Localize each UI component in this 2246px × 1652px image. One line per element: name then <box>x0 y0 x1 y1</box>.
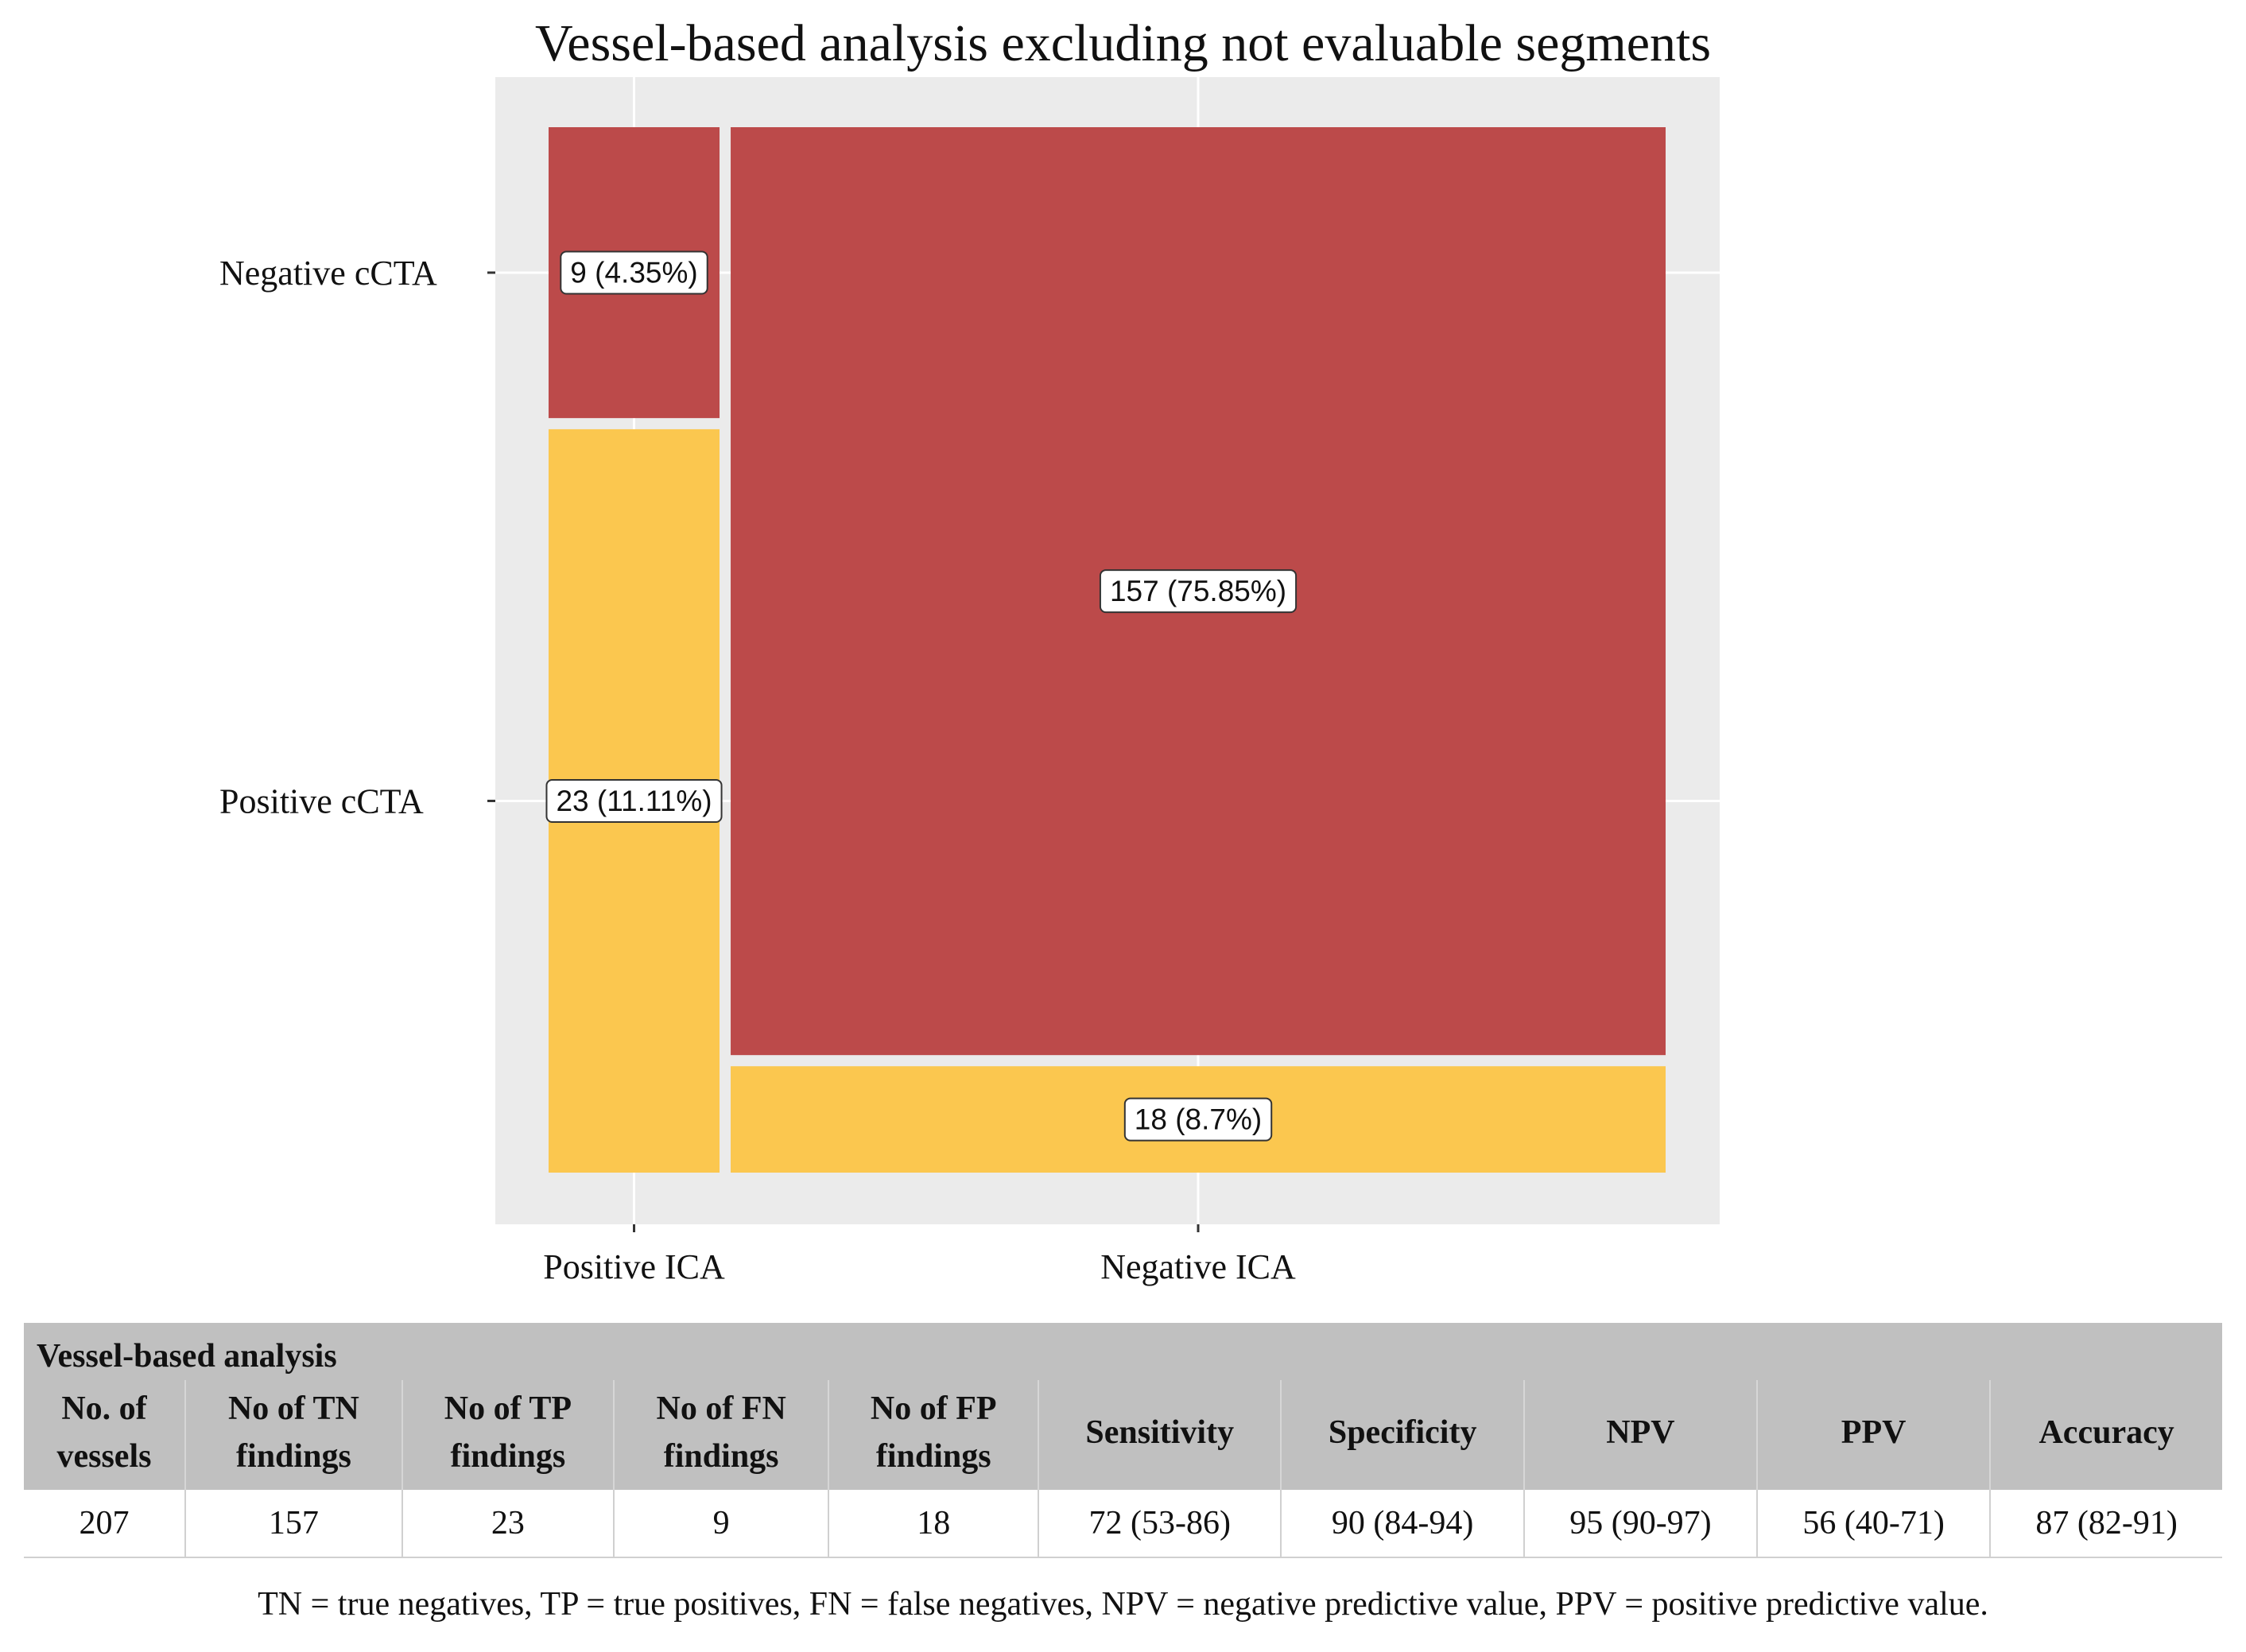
value-accuracy: 87 (82-91) <box>1989 1490 2222 1558</box>
cell-label: 23 (11.11%) <box>556 785 712 817</box>
header-fp: No of FP findings <box>828 1380 1039 1490</box>
cell-label: 18 (8.7%) <box>1135 1103 1262 1136</box>
value-tp: 23 <box>401 1490 614 1558</box>
chart-title: Vessel-based analysis excluding not eval… <box>534 14 1712 72</box>
header-specificity: Specificity <box>1280 1380 1524 1490</box>
cell-label-box <box>545 778 723 823</box>
value-sensitivity: 72 (53-86) <box>1038 1490 1282 1558</box>
x-tick-label-positive-ica: Positive ICA <box>543 1247 725 1286</box>
header-tp: No of TP findings <box>401 1380 614 1490</box>
y-tick-label-positive-ccta: Positive cCTA <box>219 781 424 820</box>
cell-label-box <box>560 250 708 295</box>
cell-label: 9 (4.35%) <box>570 256 697 289</box>
header-ppv: PPV <box>1756 1380 1991 1490</box>
footnote: TN = true negatives, TP = true positives… <box>258 1586 1988 1623</box>
cell-label: 157 (75.85%) <box>1110 575 1286 607</box>
header-sensitivity: Sensitivity <box>1038 1380 1282 1490</box>
value-specificity: 90 (84-94) <box>1280 1490 1524 1558</box>
header-fn: No of FN findings <box>612 1380 829 1490</box>
value-npv: 95 (90-97) <box>1523 1490 1758 1558</box>
y-tick-label-negative-ccta: Negative cCTA <box>219 254 437 293</box>
value-tn: 157 <box>184 1490 402 1558</box>
value-ppv: 56 (40-71) <box>1756 1490 1991 1558</box>
table-row: 207 157 23 9 18 72 (53-86) 90 (84-94) 95… <box>24 1490 2222 1558</box>
mosaic-chart: 9 (4.35%) 23 (11.11%) 157 (75.85%) 18 (8.7%… <box>219 77 1720 1286</box>
header-vessels: No. of vessels <box>24 1380 185 1490</box>
x-tick-label-negative-ica: Negative ICA <box>1100 1247 1296 1286</box>
value-fp: 18 <box>828 1490 1039 1558</box>
table-caption: Vessel-based analysis <box>24 1323 2222 1380</box>
value-vessels: 207 <box>24 1490 185 1558</box>
value-fn: 9 <box>612 1490 829 1558</box>
header-npv: NPV <box>1523 1380 1758 1490</box>
table-header-row: No. of vessels No of TN findings No of TP f… <box>24 1380 2222 1490</box>
cell-label-box <box>1123 1097 1273 1142</box>
cell-label-box <box>1099 569 1298 614</box>
summary-table: Vessel-based analysis No. of vessels No o… <box>24 1323 2222 1558</box>
header-tn: No of TN findings <box>184 1380 402 1490</box>
header-accuracy: Accuracy <box>1989 1380 2222 1490</box>
